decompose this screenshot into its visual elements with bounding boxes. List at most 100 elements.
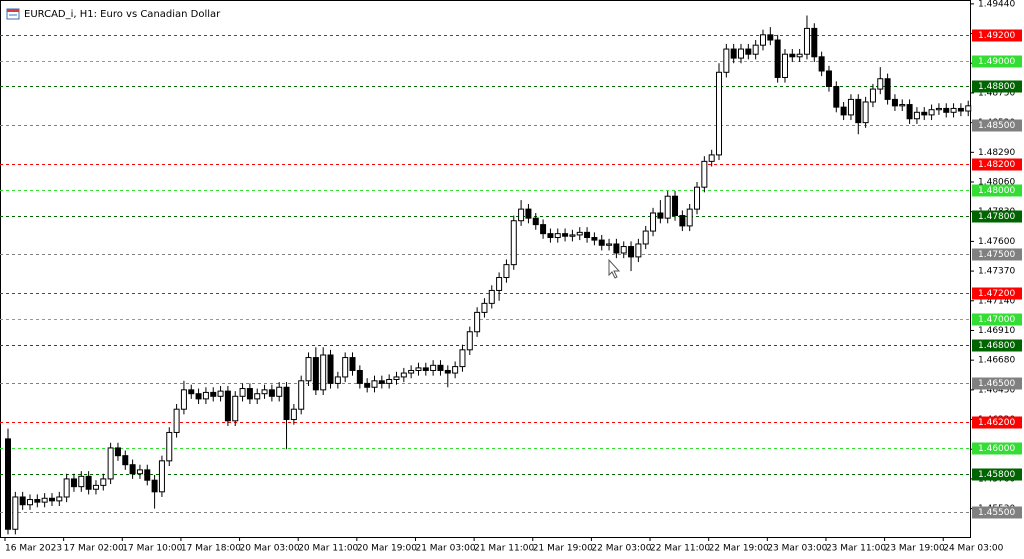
candle-body: [752, 44, 759, 55]
candle-body: [906, 104, 913, 120]
x-tick-label: 21 Mar 03:00: [415, 544, 475, 554]
candle-body: [268, 389, 275, 397]
x-tick-label: 23 Mar 03:00: [767, 544, 827, 554]
candle-body: [554, 233, 561, 239]
candle-body: [855, 98, 862, 124]
candle-body: [63, 478, 70, 498]
candle-body: [723, 48, 730, 73]
candle-body: [356, 369, 363, 384]
candle-body: [136, 469, 143, 475]
candle-body: [862, 101, 869, 124]
level-label: 1.48500: [978, 121, 1015, 131]
candle-body: [41, 497, 48, 503]
candle-body: [672, 195, 679, 217]
level-label: 1.46500: [978, 379, 1015, 389]
level-label-box: [972, 468, 1022, 481]
level-label: 1.47200: [978, 289, 1015, 299]
candle-body: [12, 496, 19, 530]
level-label: 1.46800: [978, 341, 1015, 351]
candle-body: [261, 389, 268, 395]
candle-body: [620, 246, 627, 254]
candle-body: [327, 354, 334, 384]
level-label-box: [972, 210, 1022, 223]
candle-body: [869, 88, 876, 103]
candle-body: [628, 246, 635, 258]
x-tick-label: 17 Mar 02:00: [64, 544, 124, 554]
candle-body: [606, 243, 613, 246]
candle-body: [393, 376, 400, 381]
candle-body: [459, 349, 466, 368]
candle-body: [70, 478, 77, 488]
candle-body: [378, 380, 385, 384]
level-label-box: [972, 80, 1022, 93]
candle-body: [422, 367, 429, 371]
level-label-box: [972, 506, 1022, 519]
chart-icon: [6, 8, 20, 20]
candle-body: [386, 379, 393, 384]
candle-body: [166, 431, 173, 462]
candle-body: [796, 53, 803, 58]
candle-body: [781, 53, 788, 78]
candle-body: [180, 389, 187, 410]
candle-body: [144, 469, 151, 481]
y-tick-label: 1.46910: [978, 326, 1015, 336]
candle-body: [708, 154, 715, 162]
level-label: 1.48800: [978, 82, 1015, 92]
candle-body: [78, 475, 85, 488]
candle-body: [833, 85, 840, 108]
candle-body: [400, 372, 407, 378]
candle-body: [173, 408, 180, 433]
candle-body: [913, 111, 920, 120]
candle-body: [664, 195, 671, 219]
candle-body: [525, 208, 532, 219]
candle-body: [701, 160, 708, 188]
candle-body: [283, 386, 290, 421]
candle-body: [26, 499, 33, 506]
x-tick-label: 20 Mar 19:00: [357, 544, 417, 554]
candle-body: [518, 208, 525, 222]
candle-body: [276, 386, 283, 397]
x-tick-label: 17 Mar 10:00: [122, 544, 182, 554]
candle-body: [19, 496, 26, 506]
candle-body: [437, 364, 444, 371]
x-tick-label: 16 Mar 2023: [5, 544, 62, 554]
candle-body: [759, 34, 766, 46]
candle-body: [232, 395, 239, 422]
candle-body: [789, 53, 796, 58]
candle-body: [210, 391, 217, 397]
level-label-box: [972, 29, 1022, 42]
level-label: 1.48000: [978, 186, 1015, 196]
candle-body: [774, 39, 781, 78]
candle-body: [598, 239, 605, 246]
candle-body: [312, 357, 319, 391]
candle-body: [613, 243, 620, 254]
candle-body: [444, 369, 451, 374]
chart-title: EURCAD_i, H1: Euro vs Canadian Dollar: [24, 9, 221, 20]
x-tick-label: 17 Mar 18:00: [181, 544, 241, 554]
candle-body: [562, 233, 569, 237]
candle-body: [202, 391, 209, 400]
level-label-box: [972, 287, 1022, 300]
candle-body: [481, 302, 488, 313]
candle-body: [591, 237, 598, 241]
candle-body: [950, 107, 957, 113]
candle-body: [151, 479, 158, 493]
candle-body: [129, 464, 136, 475]
candle-body: [657, 212, 664, 219]
candle-body: [408, 369, 415, 374]
level-label: 1.47800: [978, 212, 1015, 222]
candle-body: [415, 367, 422, 371]
candle-body: [85, 475, 92, 490]
level-label: 1.46000: [978, 444, 1015, 454]
candle-body: [730, 48, 737, 59]
candle-body: [305, 357, 312, 382]
level-label: 1.46200: [978, 418, 1015, 428]
y-tick-label: 1.46450: [978, 385, 1015, 395]
candle-body: [935, 107, 942, 111]
y-tick-label: 1.48750: [978, 88, 1015, 98]
level-label: 1.49000: [978, 57, 1015, 67]
y-tick-label: 1.48290: [978, 148, 1015, 158]
level-label-box: [972, 377, 1022, 390]
